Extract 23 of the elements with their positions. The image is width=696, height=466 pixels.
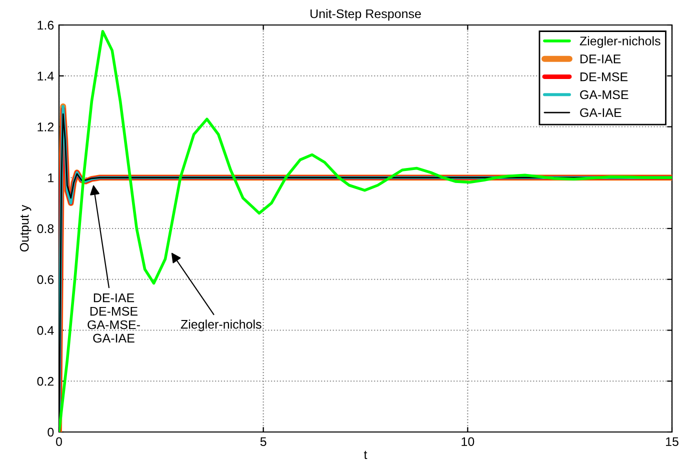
chart-title: Unit-Step Response xyxy=(310,8,421,21)
x-tick-label: 10 xyxy=(462,437,474,446)
y-tick-label: 0.2 xyxy=(37,376,54,386)
x-axis-title: t xyxy=(364,450,368,460)
legend-label: GA-MSE xyxy=(580,90,628,100)
annotation: Ziegler-nichols xyxy=(180,320,262,332)
y-tick-label: 1.2 xyxy=(38,122,54,132)
y-tick-label: 1.4 xyxy=(38,72,54,80)
x-tick-label: 0 xyxy=(56,437,62,446)
y-axis-title: Output y xyxy=(20,204,32,252)
y-tick-label: 0.4 xyxy=(37,326,54,335)
y-tick-label: 1.6 xyxy=(38,20,54,30)
x-tick-label: 15 xyxy=(666,437,678,446)
y-tick-label: 1 xyxy=(48,174,54,182)
annotation: DE-IAE DE-MSE GA-MSE- GA-IAE xyxy=(88,294,140,343)
y-tick-label: 0.6 xyxy=(37,275,54,284)
legend-label: DE-MSE xyxy=(580,72,628,82)
legend-label: Ziegler-nichols xyxy=(580,36,660,48)
legend-label: DE-IAE xyxy=(580,54,621,64)
y-tick-label: 0 xyxy=(48,428,54,437)
y-tick-label: 0.8 xyxy=(37,224,54,234)
legend-label: GA-IAE xyxy=(580,108,622,118)
x-tick-label: 5 xyxy=(260,437,266,446)
